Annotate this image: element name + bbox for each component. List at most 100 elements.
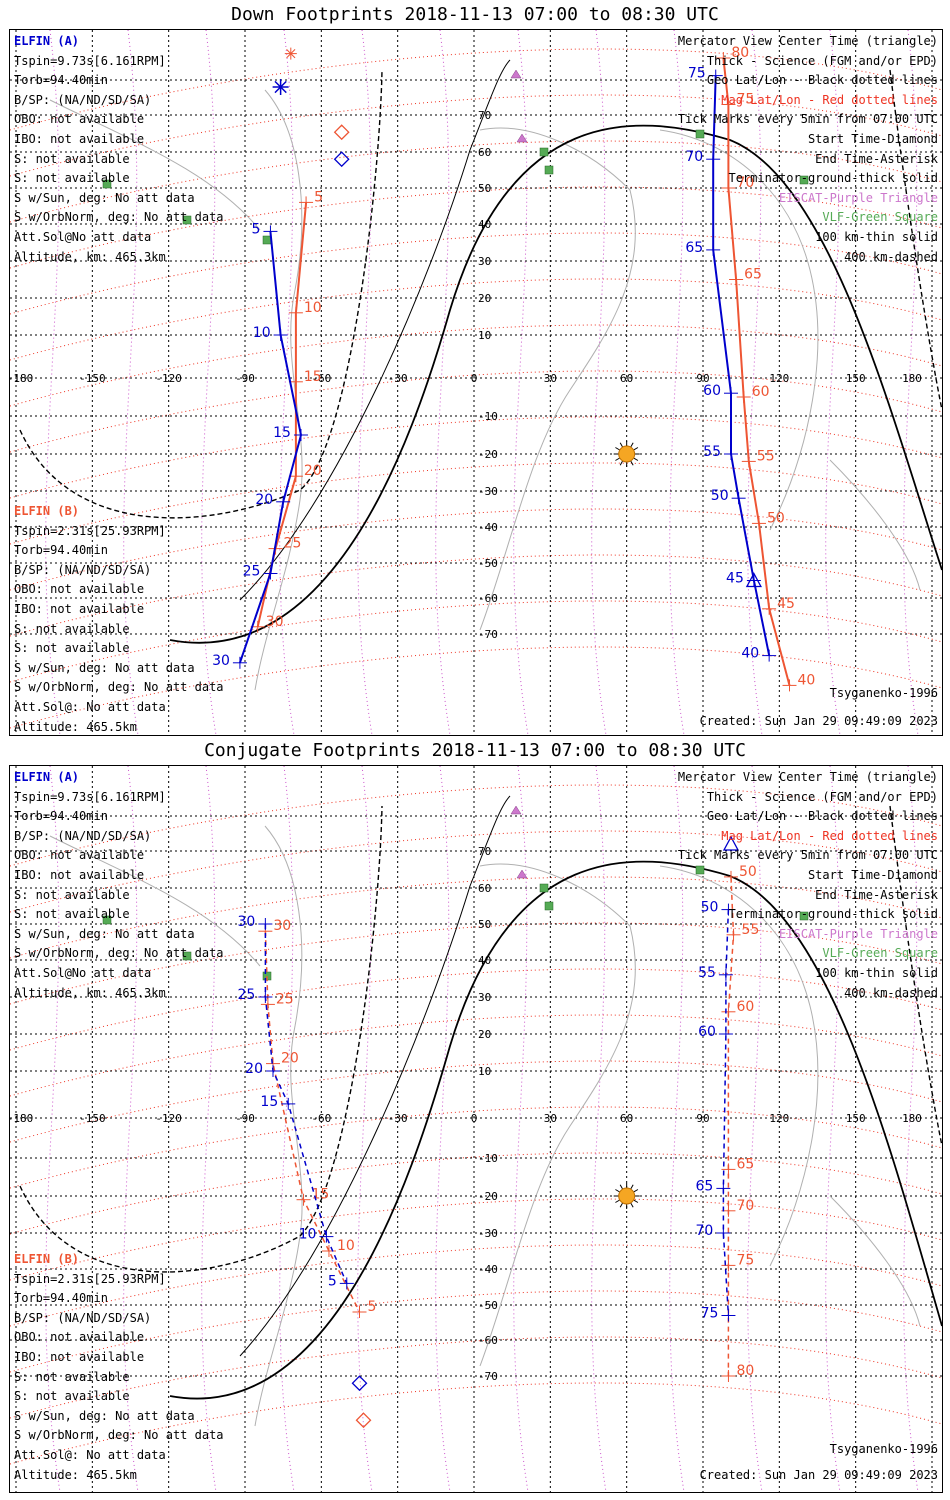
track-a-tick-label: 45 [726,571,744,587]
created-label: Created: Sun Jan 29 09:49:09 2023 [699,714,938,728]
lon-tick-label: 150 [846,372,866,385]
legend-item: Tick Marks every 5min from 07:00 UTC [677,848,938,863]
track-a-tick-label: 20 [255,492,273,508]
sun-ray [615,457,620,461]
sun-ray [619,1202,624,1208]
lat-tick-label: 70 [478,845,491,858]
track-b-tick-label: 60 [736,999,754,1015]
vlf-square [182,215,192,225]
track-a-tick-label: 5 [328,1273,337,1289]
track-a-tick-label: 25 [243,564,261,580]
track-b-tick-label: 70 [736,1198,754,1214]
track-b-tick-label: 30 [266,614,284,630]
mag-lat-line [10,324,942,407]
sun-ray [630,460,634,466]
lat-tick-label: -30 [478,485,498,498]
legend-item: End Time-Asterisk [815,887,938,902]
lon-tick-label: 180 [902,372,922,385]
lat-tick-label: -20 [478,1190,498,1203]
vlf-square [182,951,192,961]
lon-tick-label: -30 [388,1112,408,1125]
lat-tick-label: 20 [478,292,491,305]
track-b-tick-label: 55 [757,448,775,464]
lat-tick-label: -50 [478,557,498,570]
sat-b-name: ELFIN (B) [14,504,80,518]
start-diamond [333,124,350,141]
track-a-tick-label: 50 [701,900,719,916]
map-panel-down: -180-150-120-90-60-300306090120150180706… [9,29,943,736]
track-a-path [264,924,348,1284]
track-b-tick-label: 55 [742,922,760,938]
lat-tick-label: 20 [478,1028,491,1041]
legend-item: EISCAT-Purple Triangle [779,926,938,941]
track-a-tick-label: 25 [238,987,256,1003]
sun-ray [633,1199,639,1203]
sat-b-info: ELFIN (B) Tspin=2.31s[25.93RPM] Torb=94.… [14,502,224,737]
dashed-400km-line [889,805,942,1147]
legend-item: Geo Lat/Lon - Black dotted lines [706,809,938,824]
map-canvas: -180-150-120-90-60-300306090120150180706… [10,30,942,735]
legend-item: Terminator-ground-thick solid [728,171,938,186]
track-b-tick-label: 75 [736,92,754,108]
sun-ray [633,457,639,461]
coastline [254,825,303,1427]
end-asterisk [274,80,287,94]
legend-item: 400 km-dashed [844,985,938,1000]
sun-ray [630,442,634,448]
legend-item: Mercator View Center Time (triangle) [677,34,938,48]
track-b-tick-label: 25 [276,991,294,1007]
lon-tick-label: -90 [235,1112,255,1125]
eiscat-triangle [510,69,522,79]
track-a-tick-label: 10 [299,1227,317,1243]
lat-tick-label: 30 [478,991,491,1004]
lat-tick-label: -10 [478,1152,498,1165]
sat-a-name: ELFIN (A) [14,34,80,48]
vlf-square [102,179,112,189]
view-center-triangle [745,572,762,588]
track-a-tick-label: 60 [698,1024,716,1040]
sat-a-lines: Tspin=9.73s[6.161RPM] Torb=94.40min B/SP… [14,53,224,264]
track-a-tick-label: 30 [212,653,230,669]
eiscat-triangle [516,133,528,143]
lon-tick-label: -150 [79,372,106,385]
legend-item: Thick - Science (FGM and/or EPD) [706,789,938,804]
mag-lon-line [357,30,373,735]
track-a-path [722,909,730,1316]
track-b-tick-label: 60 [752,384,770,400]
track-a-tick-label: 15 [260,1094,278,1110]
mag-lat-line [10,1152,942,1235]
lon-tick-label: 180 [902,1112,922,1125]
lat-tick-label: -50 [478,1299,498,1312]
track-b-tick-label: 50 [767,510,785,526]
mag-lat-line [10,416,942,499]
lon-tick-label: 30 [544,372,557,385]
lat-tick-label: -60 [478,592,498,605]
lat-tick-label: -30 [478,1227,498,1240]
lat-tick-label: 70 [478,109,491,122]
track-b-tick-label: 75 [736,1252,754,1268]
legend-item: 100 km-thin solid [815,965,938,980]
lat-tick-label: 10 [478,1065,491,1078]
thin-100km-line [239,59,511,601]
mag-lat-line [10,1014,942,1097]
lon-tick-label: -60 [311,1112,331,1125]
lat-tick-label: 60 [478,146,491,159]
coastline [829,459,921,591]
track-b-path [264,931,361,1313]
legend-item: EISCAT-Purple Triangle [779,190,938,205]
track-b-tick-label: 20 [281,1051,299,1067]
sun-icon [618,1187,636,1205]
lat-tick-label: 50 [478,918,491,931]
lat-tick-label: -70 [478,1370,498,1383]
track-b-tick-label: 40 [798,672,816,688]
panel-title-conjugate: Conjugate Footprints 2018-11-13 07:00 to… [204,740,746,761]
view-center-triangle [722,835,740,851]
track-a-tick-label: 40 [741,646,759,662]
lat-tick-label: 50 [478,182,491,195]
track-b-tick-label: 80 [736,1363,754,1379]
vlf-square [544,901,554,911]
mag-lon-line [591,30,607,735]
legend-item: Terminator-ground-thick solid [728,907,938,922]
track-a-tick-label: 75 [701,1306,719,1322]
map-panel-conjugate: -180 -150 -120 -90 -60 -30 0 30 60 90 120 150 180 70 6… [9,765,943,1493]
